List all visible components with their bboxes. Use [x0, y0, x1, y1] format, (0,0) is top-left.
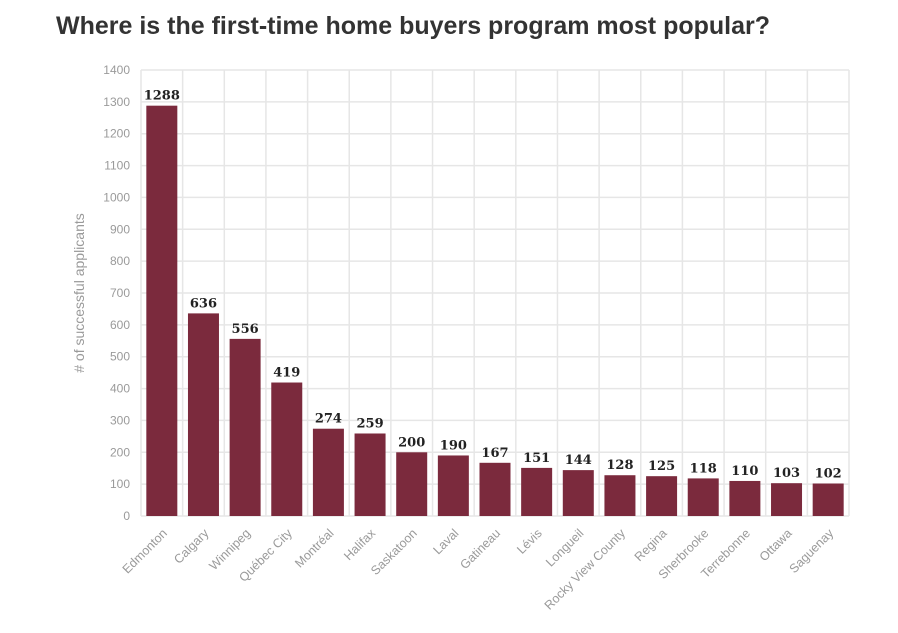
x-tick-label: Longueil — [543, 526, 586, 569]
y-tick-label: 800 — [110, 254, 130, 268]
bar — [146, 105, 178, 517]
x-tick-label: Montréal — [292, 526, 336, 570]
x-tick-label: Laval — [430, 526, 461, 557]
y-tick-label: 1200 — [103, 127, 130, 141]
x-tick-label: Ottawa — [757, 526, 795, 564]
x-tick-label: Gatineau — [457, 526, 503, 572]
data-label: 556 — [232, 322, 259, 337]
data-label: 102 — [815, 467, 842, 482]
bar — [312, 428, 344, 516]
data-label: 118 — [690, 461, 717, 476]
bar — [646, 476, 678, 516]
y-tick-label: 100 — [110, 477, 130, 491]
bar — [729, 480, 761, 516]
data-label: 167 — [481, 446, 508, 461]
y-tick-label: 400 — [110, 382, 130, 396]
data-label: 274 — [315, 412, 342, 427]
data-label: 151 — [523, 451, 550, 466]
data-label: 1288 — [144, 89, 180, 104]
data-label: 125 — [648, 459, 675, 474]
x-tick-label: Edmonton — [120, 526, 170, 576]
x-tick-label: Halifax — [341, 526, 378, 563]
y-tick-label: 900 — [110, 222, 130, 236]
bar — [479, 462, 511, 516]
data-label: 190 — [440, 438, 467, 453]
bar — [812, 483, 844, 516]
data-label: 636 — [190, 296, 217, 311]
data-label: 259 — [356, 416, 383, 431]
data-label: 110 — [731, 464, 758, 479]
bar — [187, 313, 219, 516]
bar — [521, 467, 553, 516]
bar — [396, 452, 428, 516]
bar — [771, 483, 803, 516]
y-tick-label: 1300 — [103, 95, 130, 109]
y-tick-label: 200 — [110, 445, 130, 459]
y-axis-ticks: 0 100 200 300 400 500 600 700 800 900 1000 1100 1200… — [103, 63, 130, 523]
y-tick-label: 700 — [110, 286, 130, 300]
bar — [437, 455, 469, 516]
y-tick-label: 600 — [110, 318, 130, 332]
x-tick-label: Lévis — [514, 526, 545, 557]
y-tick-label: 500 — [110, 350, 130, 364]
data-label: 128 — [606, 458, 633, 473]
y-tick-label: 300 — [110, 413, 130, 427]
data-label: 419 — [273, 366, 300, 381]
x-tick-label: Rocky View County — [542, 526, 629, 613]
y-axis-label: # of successful applicants — [71, 213, 87, 373]
data-label: 144 — [565, 453, 592, 468]
x-tick-label: Regina — [632, 526, 670, 564]
bars — [146, 105, 844, 517]
x-tick-label: Saguenay — [787, 526, 837, 576]
y-tick-label: 1400 — [103, 63, 130, 77]
bar — [271, 382, 303, 516]
bar — [687, 478, 719, 516]
data-labels: 1288 636 556 419 274 259 200 190 167 151 144 128 125… — [144, 89, 842, 482]
y-tick-label: 1100 — [104, 159, 130, 173]
y-tick-label: 0 — [123, 509, 130, 523]
bar — [229, 338, 261, 516]
bar — [354, 433, 386, 516]
chart-title: Where is the first-time home buyers prog… — [56, 12, 771, 40]
data-label: 200 — [398, 435, 425, 450]
bar — [604, 475, 636, 516]
bar — [562, 470, 594, 516]
y-tick-label: 1000 — [103, 190, 130, 204]
x-tick-label: Calgary — [171, 526, 212, 567]
data-label: 103 — [773, 466, 800, 481]
